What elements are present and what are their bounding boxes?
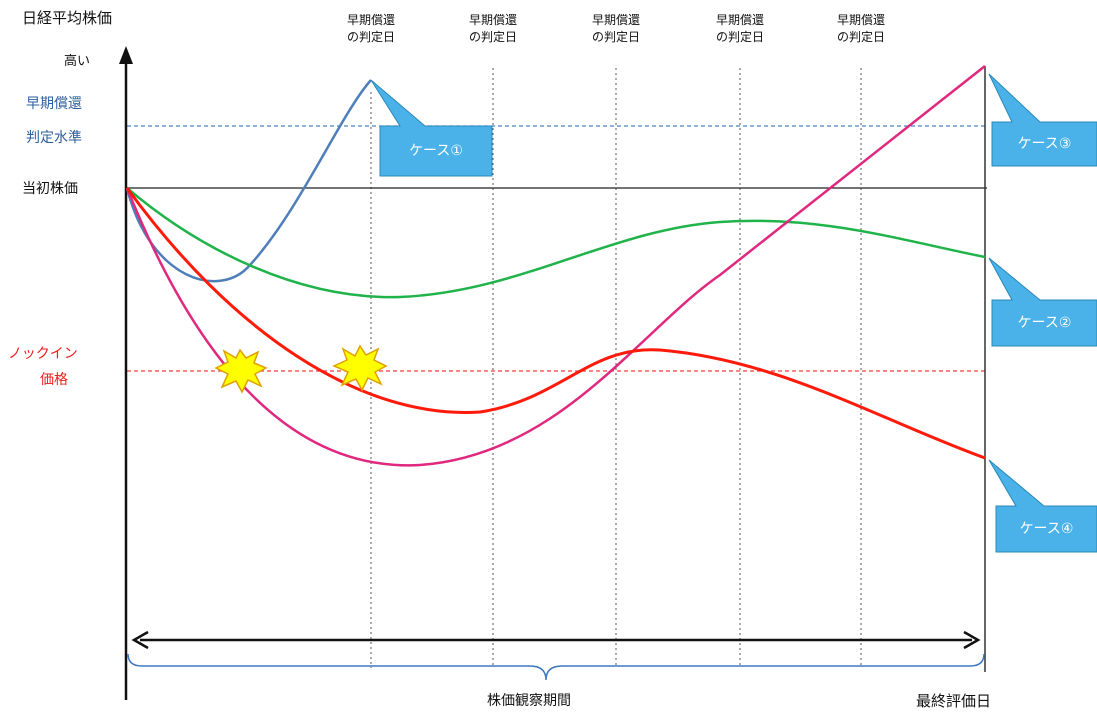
knock-in-label-line1: ノックイン bbox=[8, 346, 78, 362]
observation-period-label: 株価観察期間 bbox=[487, 693, 571, 709]
case-1-label: ケース① bbox=[409, 143, 463, 159]
case-4-callout bbox=[988, 459, 1097, 553]
initial-price-label: 当初株価 bbox=[22, 181, 78, 197]
knock-in-burst-1 bbox=[214, 348, 268, 394]
case-3-label: ケース③ bbox=[1017, 136, 1072, 152]
observation-date-3-line2: の判定日 bbox=[591, 30, 640, 44]
observation-date-5-line2: の判定日 bbox=[836, 30, 885, 44]
y-high-label: 高い bbox=[64, 54, 91, 69]
period-brace bbox=[127, 653, 985, 681]
period-arrow-right bbox=[963, 630, 981, 650]
observation-date-1-line1: 早期償還 bbox=[346, 13, 395, 27]
observation-date-label-2: 早期償還 の判定日 bbox=[448, 12, 538, 46]
observation-date-1-line2: の判定日 bbox=[346, 30, 395, 44]
y-axis-title: 日経平均株価 bbox=[22, 9, 113, 27]
knock-in-label-line2: 価格 bbox=[40, 372, 68, 388]
early-redemption-label-line2: 判定水準 bbox=[26, 130, 82, 146]
observation-date-3-line1: 早期償還 bbox=[591, 13, 640, 27]
period-arrow-left bbox=[131, 630, 149, 650]
case-1-curve bbox=[125, 79, 372, 283]
early-redemption-label-line1: 早期償還 bbox=[26, 96, 82, 112]
case-2-label: ケース② bbox=[1017, 315, 1072, 331]
knock-in-burst-2 bbox=[332, 344, 388, 392]
observation-date-label-1: 早期償還 の判定日 bbox=[326, 12, 416, 46]
case-1-callout bbox=[370, 79, 493, 177]
observation-date-2-line2: の判定日 bbox=[468, 30, 517, 44]
case-4-curve bbox=[125, 187, 986, 460]
case-2-curve bbox=[126, 187, 986, 299]
observation-date-label-3: 早期償還 の判定日 bbox=[571, 12, 661, 46]
observation-date-5-line1: 早期償還 bbox=[836, 13, 885, 27]
case-3-curve bbox=[125, 65, 986, 467]
observation-date-label-5: 早期償還 の判定日 bbox=[816, 12, 906, 46]
y-axis-arrow bbox=[119, 46, 133, 64]
case-3-callout bbox=[988, 73, 1097, 167]
case-4-label: ケース④ bbox=[1019, 521, 1074, 537]
observation-date-4-line1: 早期償還 bbox=[715, 13, 764, 27]
observation-date-4-line2: の判定日 bbox=[715, 30, 764, 44]
observation-date-label-4: 早期償還 の判定日 bbox=[695, 12, 785, 46]
final-evaluation-date-label: 最終評価日 bbox=[916, 692, 992, 710]
observation-date-2-line1: 早期償還 bbox=[468, 13, 517, 27]
case-2-callout bbox=[988, 257, 1097, 347]
